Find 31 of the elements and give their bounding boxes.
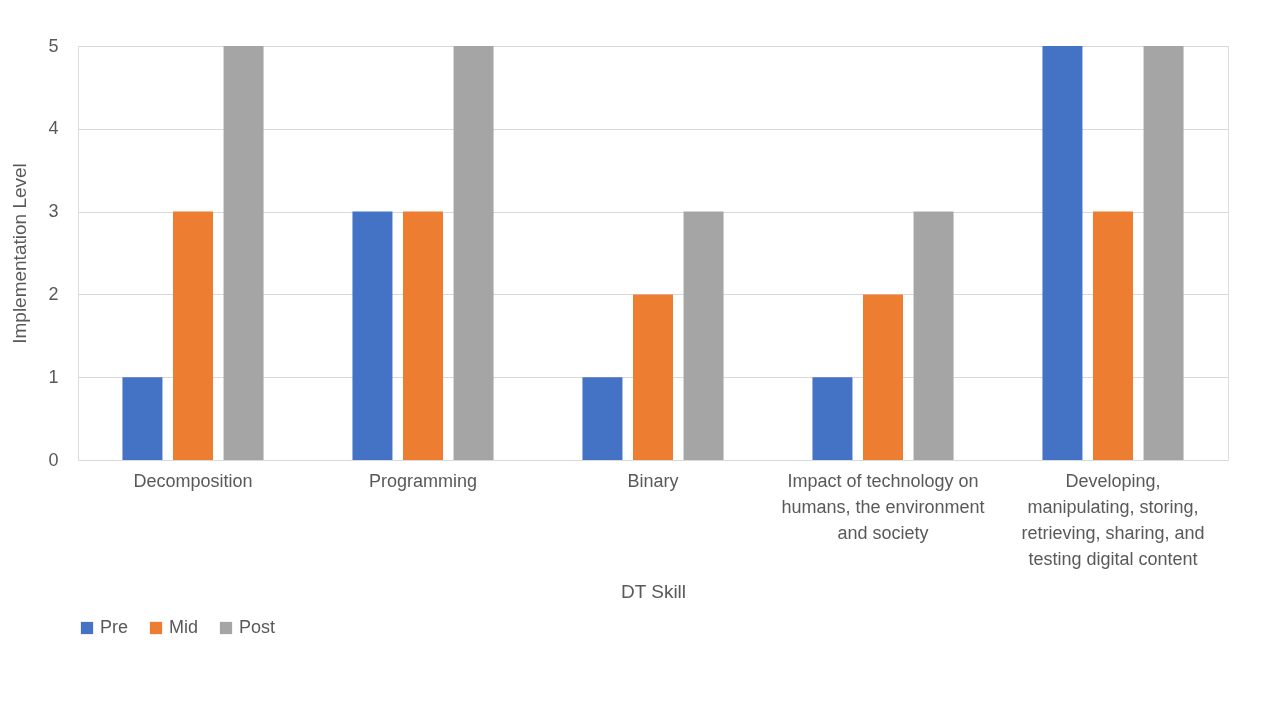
y-tick-label: 2 <box>48 283 59 304</box>
x-tick-label: Binary <box>627 470 679 491</box>
bar <box>812 377 853 460</box>
x-tick-label: Programming <box>368 470 478 491</box>
legend-label: Post <box>239 617 276 637</box>
bar <box>863 294 903 460</box>
bar <box>352 211 393 460</box>
bar <box>122 377 163 460</box>
legend-label: Pre <box>100 617 129 637</box>
bar <box>683 211 724 460</box>
x-tick-label: Decomposition <box>133 470 253 491</box>
y-tick-label: 1 <box>48 366 59 387</box>
bar <box>1143 46 1184 460</box>
bar <box>1093 211 1133 460</box>
x-axis-title: DT Skill <box>620 580 687 602</box>
y-axis-title: Implementation Level <box>9 163 31 344</box>
bar <box>173 211 213 460</box>
bar <box>403 211 443 460</box>
y-tick-label: 5 <box>48 35 59 56</box>
y-tick-label: 3 <box>48 201 59 222</box>
bar <box>1042 46 1083 460</box>
legend-label: Mid <box>169 617 199 637</box>
y-tick-label: 4 <box>48 118 59 139</box>
bar <box>913 211 954 460</box>
bar <box>223 46 264 460</box>
x-tick-label: Developing, manipulating, storing, retrieving, sharing, and testing digital content <box>1021 470 1205 569</box>
bar <box>582 377 623 460</box>
bar <box>453 46 494 460</box>
x-tick-label: Impact of technology on humans, the environment and society <box>781 470 985 543</box>
bar <box>633 294 673 460</box>
y-tick-label: 0 <box>48 449 59 470</box>
